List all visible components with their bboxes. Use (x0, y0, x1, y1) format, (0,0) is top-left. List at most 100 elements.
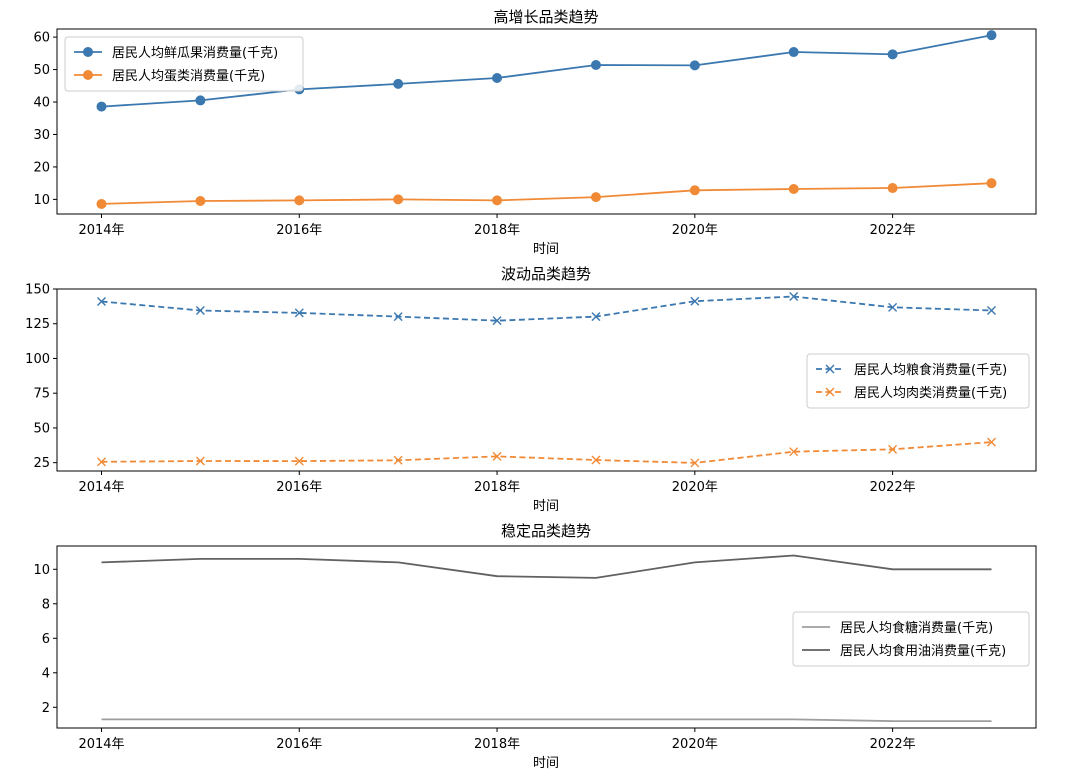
x-tick-label: 2022年 (870, 737, 916, 752)
x-tick-label: 2020年 (672, 480, 718, 495)
y-tick-label: 10 (33, 193, 50, 208)
data-point (492, 316, 502, 326)
y-tick-label: 100 (25, 352, 50, 367)
series-line-1 (101, 182, 992, 205)
legend-box (806, 353, 1030, 409)
y-axis: 10 20 30 40 50 60 (33, 31, 57, 208)
series-line-1 (101, 554, 992, 579)
series-line-0 (101, 718, 992, 722)
x-tick-label: 2020年 (672, 737, 718, 752)
legend-box (792, 611, 1030, 667)
x-tick-label: 2014年 (78, 737, 124, 752)
data-point (294, 195, 305, 206)
x-tick-label: 2014年 (78, 223, 124, 238)
x-tick-label: 2020年 (672, 223, 718, 238)
chart-panel-high-growth: 高增长品类趋势 10 20 30 40 50 60 2014年 2016年 2018年 2020… (33, 8, 1037, 257)
y-tick-label: 150 (25, 283, 50, 298)
legend-label: 居民人均肉类消费量(千克) (854, 386, 1007, 401)
x-tick-label: 2022年 (870, 480, 916, 495)
chart-marks (97, 292, 996, 468)
x-tick-label: 2018年 (474, 223, 520, 238)
data-point (690, 296, 700, 306)
data-point (590, 60, 601, 71)
data-point (888, 302, 898, 312)
x-axis-label: 时间 (533, 499, 559, 514)
x-tick-label: 2016年 (276, 737, 322, 752)
data-point (195, 95, 206, 106)
x-axis-label: 时间 (533, 756, 559, 771)
legend-marker (83, 70, 93, 80)
data-point (97, 297, 106, 306)
data-point (294, 308, 304, 318)
plot-frame (56, 28, 1037, 215)
plot-frame (56, 545, 1037, 729)
y-tick-label: 20 (33, 160, 50, 175)
data-point (689, 60, 700, 71)
y-tick-label: 8 (42, 597, 50, 612)
legend-label: 居民人均蛋类消费量(千克) (112, 69, 265, 84)
y-axis: 25 50 75 100 125 150 (25, 283, 57, 471)
data-point (887, 49, 898, 60)
legend-label: 居民人均鲜瓜果消费量(千克) (112, 46, 278, 61)
y-axis: 2 4 6 8 10 (33, 563, 57, 716)
y-tick-label: 10 (33, 563, 50, 578)
data-point (195, 196, 206, 207)
x-axis: 2014年 2016年 2018年 2020年 2022年 (78, 214, 916, 238)
data-point (96, 101, 107, 112)
y-tick-label: 4 (42, 666, 50, 681)
data-point (492, 73, 503, 84)
data-point (591, 455, 601, 465)
legend: 居民人均食糖消费量(千克) 居民人均食用油消费量(千克) (792, 611, 1030, 667)
data-point (492, 451, 502, 461)
legend-label: 居民人均食用油消费量(千克) (840, 643, 1006, 659)
data-point (393, 455, 403, 465)
x-tick-label: 2016年 (276, 480, 322, 495)
data-point (195, 306, 205, 316)
y-tick-label: 60 (33, 31, 50, 46)
data-point (887, 183, 898, 194)
legend-marker (825, 364, 835, 374)
data-point (97, 457, 106, 467)
data-point (986, 30, 997, 41)
chart-title: 波动品类趋势 (501, 265, 591, 283)
series-line-0 (101, 34, 992, 108)
data-point (590, 192, 601, 203)
legend-box (64, 36, 304, 92)
data-point (492, 195, 503, 206)
chart-marks (101, 554, 992, 722)
data-point (690, 458, 700, 468)
data-point (591, 312, 601, 322)
y-tick-label: 50 (33, 421, 50, 436)
data-point (96, 198, 107, 209)
series-line-1 (101, 441, 992, 464)
y-tick-label: 125 (25, 317, 50, 332)
data-point (987, 437, 996, 447)
legend-label: 居民人均食糖消费量(千克) (840, 620, 993, 636)
data-point (689, 185, 700, 196)
data-point (788, 184, 799, 195)
legend-marker (825, 387, 835, 397)
legend-marker (83, 47, 93, 57)
chart-title: 稳定品类趋势 (501, 522, 591, 540)
chart-marks (96, 30, 997, 209)
x-tick-label: 2016年 (276, 223, 322, 238)
y-tick-label: 40 (33, 96, 50, 111)
data-point (987, 306, 996, 316)
x-axis: 2014年 2016年 2018年 2020年 2022年 (78, 471, 916, 495)
y-tick-label: 2 (42, 701, 50, 716)
data-point (393, 312, 403, 322)
y-tick-label: 6 (42, 632, 50, 647)
x-tick-label: 2014年 (78, 480, 124, 495)
y-tick-label: 25 (33, 456, 50, 471)
plot-frame (56, 288, 1037, 472)
y-tick-label: 30 (33, 128, 50, 143)
x-tick-label: 2022年 (870, 223, 916, 238)
data-point (195, 456, 205, 466)
data-point (393, 78, 404, 89)
y-tick-label: 50 (33, 63, 50, 78)
x-axis: 2014年 2016年 2018年 2020年 2022年 (78, 728, 916, 752)
x-tick-label: 2018年 (474, 737, 520, 752)
data-point (986, 178, 997, 189)
